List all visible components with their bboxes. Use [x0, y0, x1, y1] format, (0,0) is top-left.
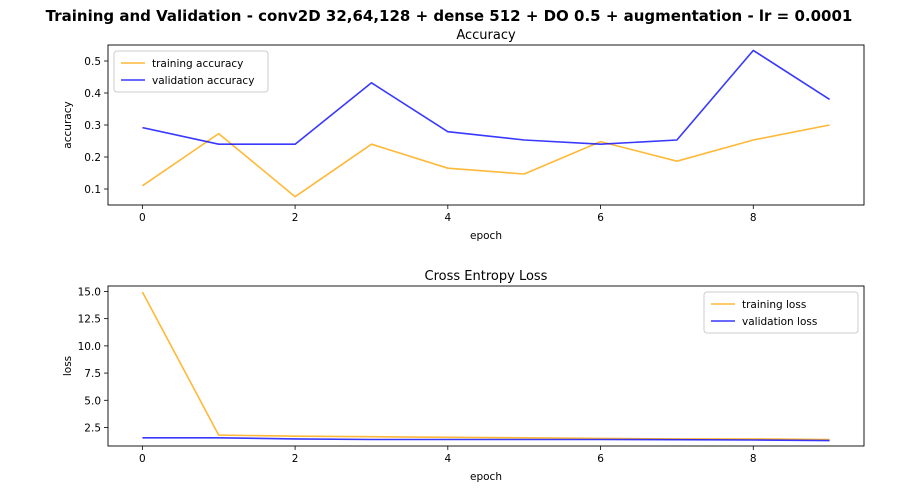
accuracy-legend-box — [113, 50, 269, 93]
loss-legend: training loss validation loss — [703, 291, 859, 334]
accuracy-xtick-label: 6 — [597, 212, 604, 224]
loss-legend-box — [703, 291, 859, 334]
training-loss-legend-label: training loss — [742, 299, 806, 311]
loss-ytick-label: 7.5 — [84, 368, 101, 380]
loss-x-axis-label: epoch — [470, 471, 502, 483]
training-loss-line — [141, 291, 830, 441]
loss-ytick-label: 15.0 — [78, 286, 101, 298]
loss-plot-title: Cross Entropy Loss — [425, 269, 548, 284]
figure-suptitle: Training and Validation - conv2D 32,64,1… — [46, 7, 853, 25]
loss-xtick-label: 2 — [292, 453, 299, 465]
accuracy-ytick-label: 0.5 — [84, 56, 101, 68]
loss-plot: Cross Entropy Loss 0 2 4 6 8 2.5 5.0 7.5 10.0 12.5… — [62, 269, 865, 483]
validation-loss-legend-label: validation loss — [742, 316, 817, 328]
loss-ytick-label: 2.5 — [84, 422, 101, 434]
accuracy-plot-title: Accuracy — [456, 28, 516, 43]
loss-xtick-label: 6 — [597, 453, 604, 465]
loss-axes-frame — [107, 285, 865, 447]
loss-xtick-label: 4 — [444, 453, 451, 465]
training-accuracy-line — [141, 124, 830, 198]
loss-ytick-label: 5.0 — [84, 395, 101, 407]
accuracy-ytick-label: 0.2 — [84, 152, 101, 164]
loss-y-axis-label: loss — [62, 356, 74, 376]
accuracy-plot: Accuracy 0 2 4 6 8 0.1 0.2 0.3 0.4 0.5 epoch accurac… — [62, 28, 865, 242]
loss-ytick-label: 10.0 — [78, 341, 101, 353]
accuracy-legend: training accuracy validation accuracy — [113, 50, 269, 93]
accuracy-ytick-label: 0.4 — [84, 88, 101, 100]
loss-xtick-label: 0 — [139, 453, 146, 465]
validation-loss-line — [142, 436, 830, 442]
validation-accuracy-line — [142, 49, 831, 145]
training-accuracy-legend-label: training accuracy — [152, 58, 243, 70]
accuracy-x-axis-label: epoch — [470, 230, 502, 242]
loss-ytick-label: 12.5 — [78, 314, 101, 326]
accuracy-xtick-label: 8 — [750, 212, 757, 224]
accuracy-y-axis-label: accuracy — [62, 101, 74, 148]
validation-accuracy-legend-label: validation accuracy — [152, 75, 254, 87]
loss-xtick-label: 8 — [750, 453, 757, 465]
accuracy-xtick-label: 0 — [139, 212, 146, 224]
accuracy-xtick-label: 4 — [444, 212, 451, 224]
accuracy-ytick-label: 0.1 — [84, 184, 101, 196]
accuracy-xtick-label: 2 — [292, 212, 299, 224]
accuracy-ytick-label: 0.3 — [84, 120, 101, 132]
